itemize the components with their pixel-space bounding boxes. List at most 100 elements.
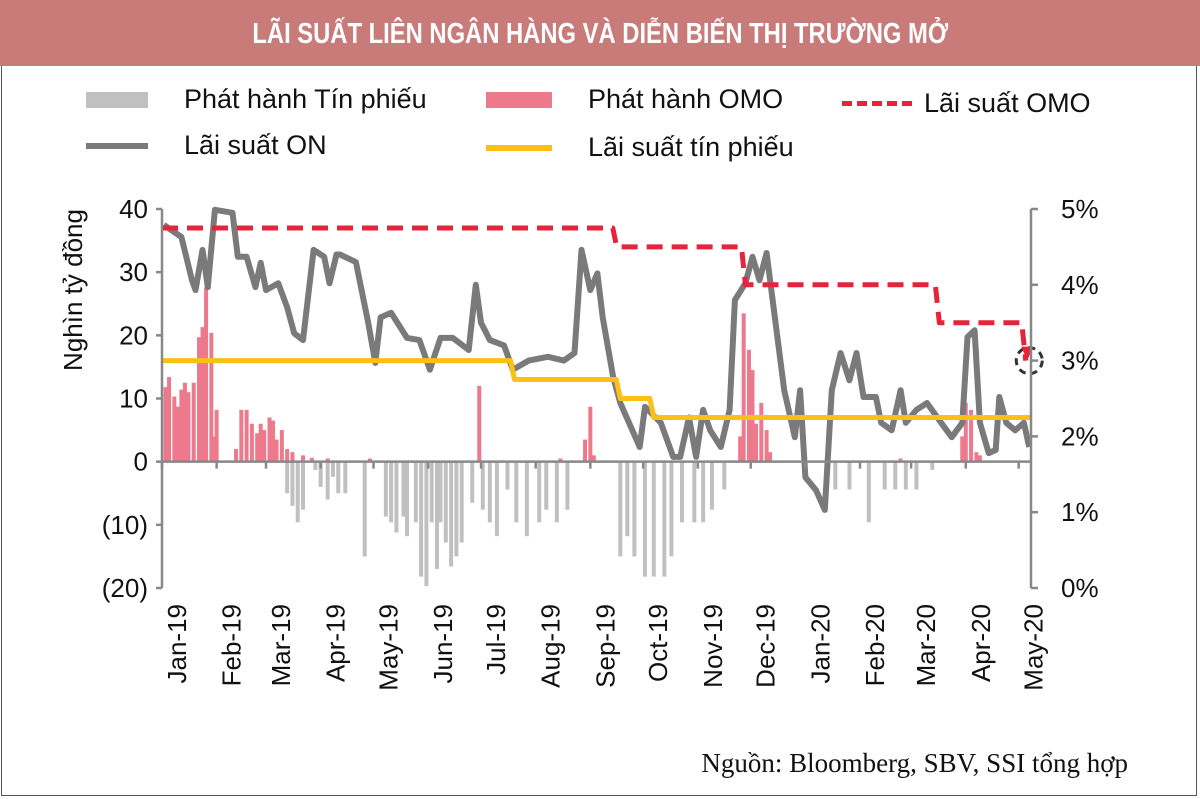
omo-bar — [197, 337, 202, 462]
omo-bar — [163, 387, 168, 462]
legend-label: Phát hành OMO — [588, 84, 784, 114]
tin-phieu-bar — [565, 461, 570, 510]
omo-bar — [764, 430, 769, 462]
tin-phieu-bar — [651, 461, 656, 577]
legend-on-rate: Lãi suất ON — [86, 130, 327, 161]
legend-swatch-gray-line — [86, 142, 148, 149]
omo-bar — [759, 402, 764, 462]
legend-omo-bar: Phát hành OMO — [486, 84, 783, 115]
omo-bar — [963, 402, 968, 462]
tin-phieu-bar — [362, 461, 367, 557]
tin-phieu-bar — [336, 461, 341, 494]
omo-bar — [367, 458, 372, 462]
tin-phieu-bar — [914, 461, 919, 490]
tin-phieu-bar — [487, 461, 492, 523]
tin-phieu-bar — [389, 461, 394, 523]
omo-bar — [239, 409, 244, 462]
x-tick-label: Feb-20 — [860, 604, 890, 686]
omo-bar — [591, 455, 596, 462]
legend-swatch-yellow-line — [486, 144, 552, 151]
omo-bar — [172, 396, 177, 462]
omo-bar — [738, 436, 743, 462]
tin-phieu-bar — [419, 461, 424, 577]
y-left-tick-label: 10 — [119, 384, 148, 414]
omo-bar — [977, 455, 982, 462]
y-right-tick-label: 5% — [1061, 194, 1099, 224]
y-left-tick-label: 20 — [119, 320, 148, 350]
x-tick-label: Jul-19 — [481, 604, 511, 675]
chart-title-text: LÃI SUẤT LIÊN NGÂN HÀNG VÀ DIỄN BIẾN THỊ… — [252, 18, 948, 50]
source-note: Nguồn: Bloomberg, SBV, SSI tổng hợp — [701, 748, 1128, 778]
x-tick-label: May-19 — [374, 604, 404, 691]
omo-bar — [754, 423, 759, 462]
omo-bar — [191, 382, 196, 462]
tin-phieu-bar — [470, 461, 475, 503]
tin-phieu-bar — [537, 461, 542, 523]
legend-swatch-gray-bar — [86, 91, 148, 108]
omo-bar — [258, 423, 263, 462]
x-tick-label: Oct-19 — [643, 604, 673, 682]
tin-phieu-bar — [454, 461, 459, 557]
tin-phieu-bar — [424, 461, 429, 587]
omo-bar — [209, 332, 214, 462]
tin-phieu-bar — [394, 461, 399, 533]
x-tick-label: Mar-19 — [266, 604, 296, 686]
y-left-tick-label: (10) — [102, 510, 148, 540]
tin-phieu-bar — [401, 461, 406, 517]
tin-phieu-bar — [692, 461, 697, 523]
tin-phieu-rate-line — [162, 358, 1031, 420]
tin-phieu-bar — [330, 461, 335, 477]
omo-bar — [285, 449, 290, 462]
tin-phieu-bar — [383, 461, 388, 517]
omo-bar — [741, 313, 746, 462]
omo-bar — [325, 458, 330, 462]
omo-bar — [249, 423, 254, 462]
x-tick-label: Sep-19 — [590, 604, 620, 688]
tin-phieu-bar — [524, 461, 529, 537]
chart-title: LÃI SUẤT LIÊN NGÂN HÀNG VÀ DIỄN BIẾN THỊ… — [0, 0, 1200, 66]
tin-phieu-bar — [679, 461, 684, 523]
tin-phieu-bar — [295, 461, 300, 523]
omo-bar — [200, 327, 205, 462]
y-left-tick-label: (20) — [102, 573, 148, 603]
tin-phieu-bar — [625, 461, 630, 537]
x-tick-label: Jan-20 — [805, 604, 835, 684]
omo-bar — [768, 452, 773, 462]
y-left-tick-label: 30 — [119, 257, 148, 287]
x-tick-label: Apr-19 — [321, 604, 351, 682]
legend-label: Lãi suất ON — [184, 130, 327, 160]
y-axis-label: Nghìn tỷ đồng — [58, 209, 88, 371]
tin-phieu-bar — [343, 461, 348, 494]
tin-phieu-bar — [544, 461, 549, 510]
omo-bar — [182, 382, 187, 462]
legend-label: Phát hành Tín phiếu — [184, 84, 427, 114]
legend-label: Lãi suất tín phiếu — [588, 132, 794, 162]
tin-phieu-bar — [449, 461, 454, 567]
omo-bar — [974, 452, 979, 462]
x-tick-label: Feb-19 — [217, 604, 247, 686]
tin-phieu-bar — [632, 461, 637, 557]
x-tick-label: Nov-19 — [698, 604, 728, 688]
legend-swatch-red-dashed — [842, 101, 912, 106]
omo-bar — [204, 287, 209, 462]
tin-phieu-bar — [662, 461, 667, 577]
omo-bar — [179, 389, 184, 462]
tin-phieu-bar — [833, 461, 838, 490]
x-tick-label: Mar-20 — [911, 604, 941, 686]
omo-bar — [186, 392, 191, 462]
omo-bar — [301, 455, 306, 462]
tin-phieu-bar — [325, 461, 330, 500]
y-right-tick-label: 0% — [1061, 573, 1099, 603]
tin-phieu-bar — [642, 461, 647, 577]
omo-bar — [271, 420, 276, 462]
y-right-tick-label: 2% — [1061, 421, 1099, 451]
omo-rate-line — [162, 225, 1029, 361]
legend-swatch-pink-bar — [486, 91, 552, 108]
omo-bar — [255, 433, 260, 462]
omo-bar — [290, 452, 295, 462]
tin-phieu-bar — [429, 461, 434, 523]
omo-bar — [167, 377, 172, 462]
omo-bar — [583, 439, 588, 462]
omo-bar — [309, 457, 314, 462]
